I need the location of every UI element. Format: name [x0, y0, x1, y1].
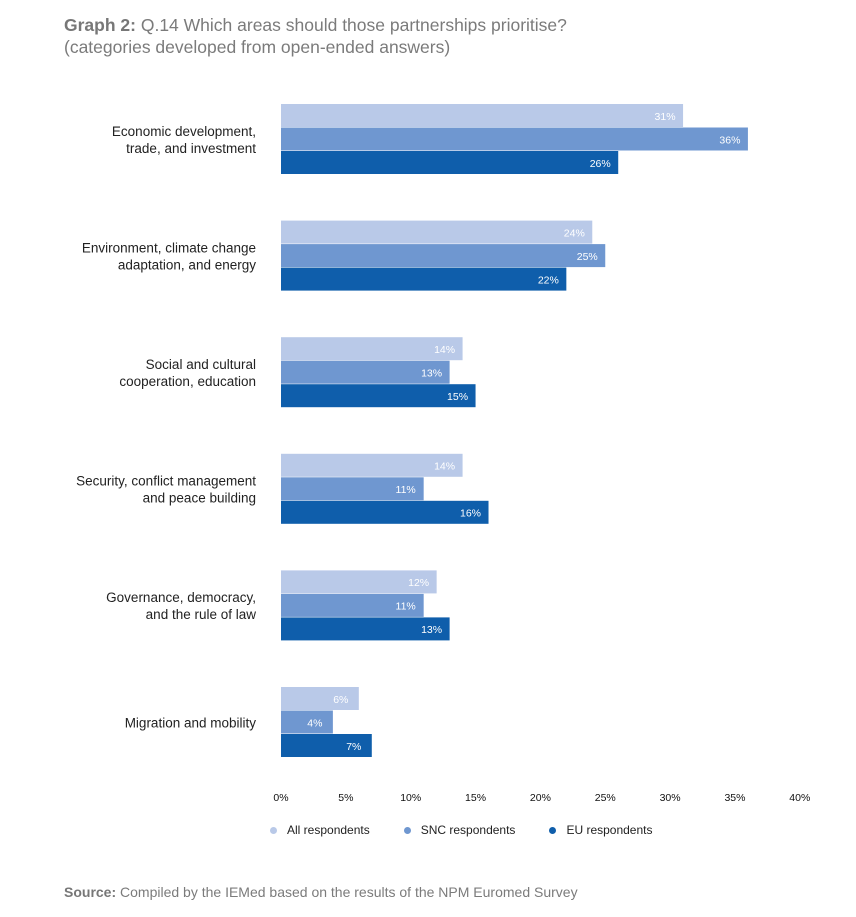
legend-item-eu: EU respondents: [549, 823, 653, 837]
category-label: Security, conflict management: [76, 474, 256, 489]
data-label: 22%: [538, 274, 559, 286]
bar: [281, 104, 684, 127]
data-label: 12%: [408, 577, 429, 589]
category-label: adaptation, and energy: [118, 257, 256, 272]
data-label: 15%: [447, 391, 468, 403]
data-label: 13%: [421, 624, 442, 636]
title-text: Q.14 Which areas should those partnershi…: [140, 15, 567, 35]
data-label: 14%: [434, 344, 455, 356]
source-text: Compiled by the IEMed based on the resul…: [120, 884, 578, 900]
x-tick-label: 35%: [724, 792, 745, 804]
bar: [281, 477, 424, 501]
legend-marker-icon: [270, 826, 277, 834]
legend-marker-icon: [403, 826, 411, 834]
bar: [281, 127, 748, 151]
bar: [281, 734, 372, 757]
data-label: 6%: [333, 694, 348, 706]
data-label: 4%: [307, 717, 322, 729]
bar: [281, 570, 437, 594]
data-label: 26%: [590, 158, 611, 170]
bar: [281, 151, 619, 174]
source-note: Source: Compiled by the IEMed based on t…: [64, 884, 578, 900]
category-label: Social and cultural: [146, 357, 256, 372]
x-tick-label: 0%: [273, 792, 288, 804]
x-tick-label: 40%: [789, 792, 810, 804]
bar: [281, 337, 463, 361]
x-tick-label: 25%: [595, 792, 616, 804]
category-label: and the rule of law: [146, 607, 257, 622]
data-label: 11%: [396, 484, 416, 496]
x-tick-label: 15%: [465, 792, 486, 804]
data-label: 25%: [577, 251, 598, 263]
legend-label: SNC respondents: [420, 823, 516, 837]
data-label: 11%: [396, 601, 416, 613]
data-label: 24%: [564, 227, 585, 239]
category-label: cooperation, education: [119, 374, 256, 389]
legend-label: All respondents: [287, 823, 370, 837]
legend-marker-icon: [549, 826, 557, 834]
chart-legend: All respondents SNC respondents EU respo…: [270, 823, 653, 837]
bar: [281, 220, 593, 244]
x-tick-label: 20%: [530, 792, 551, 804]
data-label: 13%: [421, 367, 442, 379]
bar: [281, 710, 333, 734]
bar: [281, 593, 424, 617]
data-label: 31%: [655, 111, 676, 123]
category-label: Environment, climate change: [82, 240, 256, 255]
bar: [281, 244, 606, 268]
bar: [281, 687, 359, 710]
category-label: Migration and mobility: [125, 715, 257, 730]
data-label: 16%: [460, 508, 481, 520]
category-label: and peace building: [143, 491, 256, 506]
bar: [281, 500, 489, 524]
bar: [281, 360, 450, 384]
legend-item-all: All respondents: [270, 823, 370, 837]
bar: [281, 617, 450, 641]
category-label: Governance, democracy,: [106, 590, 256, 605]
title-prefix: Graph 2:: [64, 15, 136, 35]
x-tick-label: 30%: [660, 792, 681, 804]
legend-item-snc: SNC respondents: [403, 823, 516, 837]
bar: [281, 453, 463, 477]
x-tick-label: 5%: [338, 792, 353, 804]
source-prefix: Source:: [64, 884, 117, 900]
legend-label: EU respondents: [566, 823, 653, 837]
data-label: 36%: [719, 134, 740, 146]
title-subtitle: (categories developed from open-ended an…: [64, 37, 451, 57]
chart-title: Graph 2: Q.14 Which areas should those p…: [64, 14, 824, 58]
bar: [281, 267, 567, 291]
data-label: 14%: [434, 461, 455, 473]
category-label: trade, and investment: [126, 141, 256, 156]
x-tick-label: 10%: [400, 792, 421, 804]
data-label: 7%: [346, 741, 361, 753]
category-label: Economic development,: [112, 124, 256, 139]
bar: [281, 384, 476, 408]
